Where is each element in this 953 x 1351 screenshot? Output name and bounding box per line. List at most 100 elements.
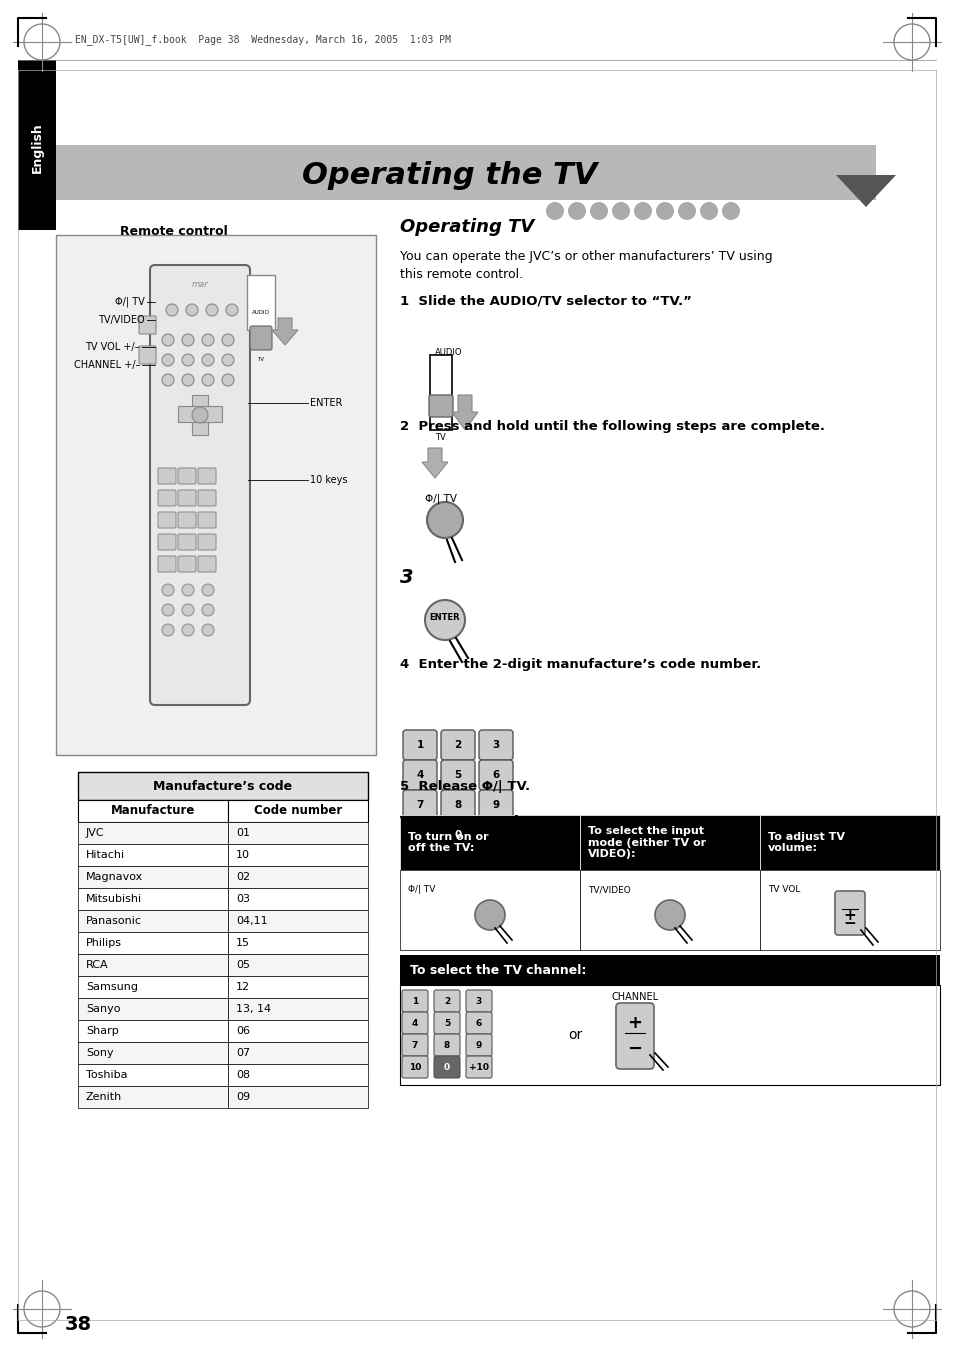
Text: CHANNEL +/–: CHANNEL +/–: [73, 359, 140, 370]
Text: Φ/| TV: Φ/| TV: [424, 493, 456, 504]
Text: To adjust TV
volume:: To adjust TV volume:: [767, 832, 844, 854]
Text: 2: 2: [443, 997, 450, 1005]
Circle shape: [427, 503, 462, 538]
Bar: [78, 821, 228, 844]
FancyBboxPatch shape: [434, 990, 459, 1012]
Text: To turn on or
off the TV:: To turn on or off the TV:: [408, 832, 488, 854]
Text: 2  Press and hold until the following steps are complete.: 2 Press and hold until the following ste…: [399, 420, 824, 434]
Text: TV: TV: [435, 434, 445, 442]
Bar: [78, 1086, 228, 1108]
Circle shape: [162, 334, 173, 346]
Bar: [78, 998, 228, 1020]
Text: 13, 14: 13, 14: [235, 1004, 271, 1015]
Text: ENTER: ENTER: [429, 613, 460, 623]
Text: +: +: [627, 1015, 641, 1032]
Bar: [228, 844, 368, 866]
Text: 10 keys: 10 keys: [310, 476, 347, 485]
Bar: [228, 975, 368, 998]
Circle shape: [166, 304, 178, 316]
Text: 7: 7: [412, 1040, 417, 1050]
FancyBboxPatch shape: [158, 534, 175, 550]
FancyBboxPatch shape: [478, 761, 513, 790]
FancyBboxPatch shape: [178, 490, 195, 507]
Bar: [78, 800, 228, 821]
Text: 10: 10: [413, 830, 427, 840]
Circle shape: [475, 900, 504, 929]
Bar: [56, 145, 875, 200]
FancyBboxPatch shape: [402, 730, 436, 761]
Text: 38: 38: [65, 1315, 92, 1333]
Text: 4: 4: [412, 1019, 417, 1028]
Text: TV VOL: TV VOL: [767, 885, 800, 894]
FancyBboxPatch shape: [192, 394, 208, 435]
Bar: [579, 815, 760, 870]
Text: 02: 02: [235, 871, 250, 882]
Text: Sony: Sony: [86, 1048, 113, 1058]
Text: 6: 6: [476, 1019, 481, 1028]
Text: 6: 6: [492, 770, 499, 780]
FancyBboxPatch shape: [401, 990, 428, 1012]
Bar: [228, 998, 368, 1020]
FancyBboxPatch shape: [198, 534, 215, 550]
Bar: [228, 932, 368, 954]
Text: 08: 08: [235, 1070, 250, 1079]
FancyBboxPatch shape: [158, 557, 175, 571]
Bar: [78, 1065, 228, 1086]
FancyBboxPatch shape: [429, 394, 453, 417]
Circle shape: [222, 354, 233, 366]
Text: To operate the TV: To operate the TV: [399, 815, 566, 834]
Bar: [430, 355, 452, 430]
Text: Manufacture’s code: Manufacture’s code: [153, 780, 293, 793]
FancyBboxPatch shape: [465, 1056, 492, 1078]
Bar: [78, 1020, 228, 1042]
Bar: [78, 911, 228, 932]
Circle shape: [162, 584, 173, 596]
Text: +: +: [842, 908, 856, 923]
Bar: [228, 888, 368, 911]
Text: Manufacture: Manufacture: [111, 804, 195, 817]
FancyBboxPatch shape: [440, 730, 475, 761]
Text: Sharp: Sharp: [86, 1025, 118, 1036]
Text: Hitachi: Hitachi: [86, 850, 125, 861]
Circle shape: [202, 584, 213, 596]
FancyBboxPatch shape: [401, 1056, 428, 1078]
Text: −: −: [627, 1040, 642, 1058]
Circle shape: [206, 304, 218, 316]
Text: 8: 8: [443, 1040, 450, 1050]
FancyBboxPatch shape: [198, 467, 215, 484]
Bar: [228, 1020, 368, 1042]
Circle shape: [182, 624, 193, 636]
Text: 5: 5: [454, 770, 461, 780]
FancyBboxPatch shape: [401, 1034, 428, 1056]
Circle shape: [226, 304, 237, 316]
FancyBboxPatch shape: [178, 407, 222, 422]
Circle shape: [162, 374, 173, 386]
FancyBboxPatch shape: [401, 1012, 428, 1034]
Text: 0: 0: [443, 1062, 450, 1071]
Text: Code number: Code number: [253, 804, 342, 817]
Bar: [228, 800, 368, 821]
Bar: [78, 844, 228, 866]
Bar: [228, 866, 368, 888]
Bar: [18, 59, 56, 230]
Bar: [78, 888, 228, 911]
Circle shape: [634, 203, 651, 220]
Text: 2: 2: [454, 740, 461, 750]
Bar: [78, 866, 228, 888]
Circle shape: [656, 203, 673, 220]
Text: 3: 3: [492, 740, 499, 750]
Text: Mitsubishi: Mitsubishi: [86, 894, 142, 904]
Text: 8: 8: [454, 800, 461, 811]
Text: +10: +10: [484, 830, 507, 840]
Text: 1: 1: [416, 740, 423, 750]
FancyBboxPatch shape: [158, 490, 175, 507]
Bar: [228, 911, 368, 932]
FancyBboxPatch shape: [465, 1034, 492, 1056]
Text: 5  Release Φ/| TV.: 5 Release Φ/| TV.: [399, 780, 530, 793]
Text: TV VOL +/–: TV VOL +/–: [86, 342, 140, 353]
Text: Operating TV: Operating TV: [399, 218, 534, 236]
FancyBboxPatch shape: [478, 790, 513, 820]
Bar: [78, 1042, 228, 1065]
FancyBboxPatch shape: [478, 730, 513, 761]
FancyBboxPatch shape: [250, 326, 272, 350]
